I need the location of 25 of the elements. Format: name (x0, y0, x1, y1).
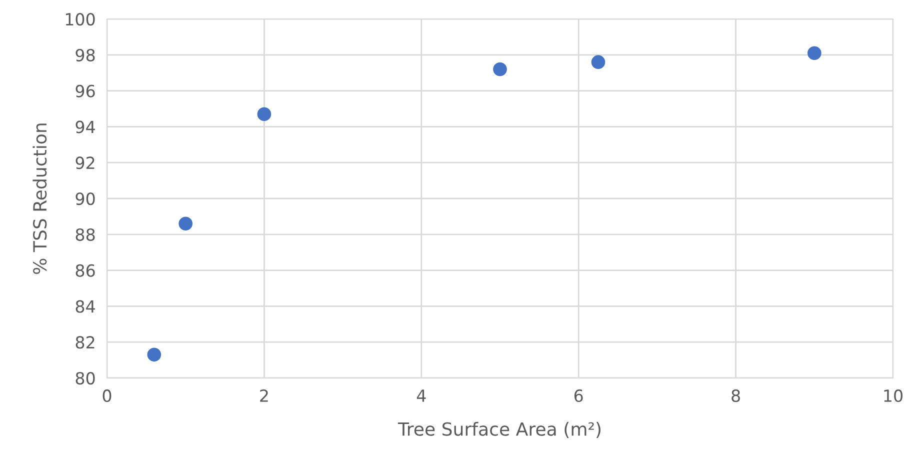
y-tick-label: 88 (76, 228, 95, 241)
point (591, 55, 606, 69)
y-tick-label: 96 (76, 84, 95, 98)
x-tick-label: 6 (574, 389, 583, 402)
y-axis-title: % TSS Reduction (32, 124, 47, 274)
y-tick-label: 84 (76, 300, 95, 313)
x-axis-title: Tree Surface Area (m²) (398, 422, 600, 438)
y-tick-label: 82 (76, 336, 94, 349)
point (178, 216, 193, 231)
x-tick-label: 4 (416, 390, 426, 402)
x-tick-label: 0 (102, 389, 112, 402)
point (147, 348, 162, 362)
y-tick-label: 94 (76, 120, 95, 134)
point (807, 46, 822, 60)
y-tick-label: 98 (76, 48, 95, 62)
x-tick-label: 10 (884, 389, 902, 402)
y-tick-label: 92 (76, 156, 94, 170)
y-tick-label: 100 (66, 12, 95, 26)
y-tick-label: 80 (76, 372, 95, 385)
x-tick-label: 8 (732, 389, 740, 402)
y-tick-label: 90 (76, 192, 95, 206)
x-tick-label: 2 (260, 389, 268, 402)
point (257, 107, 272, 122)
point (493, 62, 507, 76)
y-tick-label: 86 (76, 264, 95, 277)
